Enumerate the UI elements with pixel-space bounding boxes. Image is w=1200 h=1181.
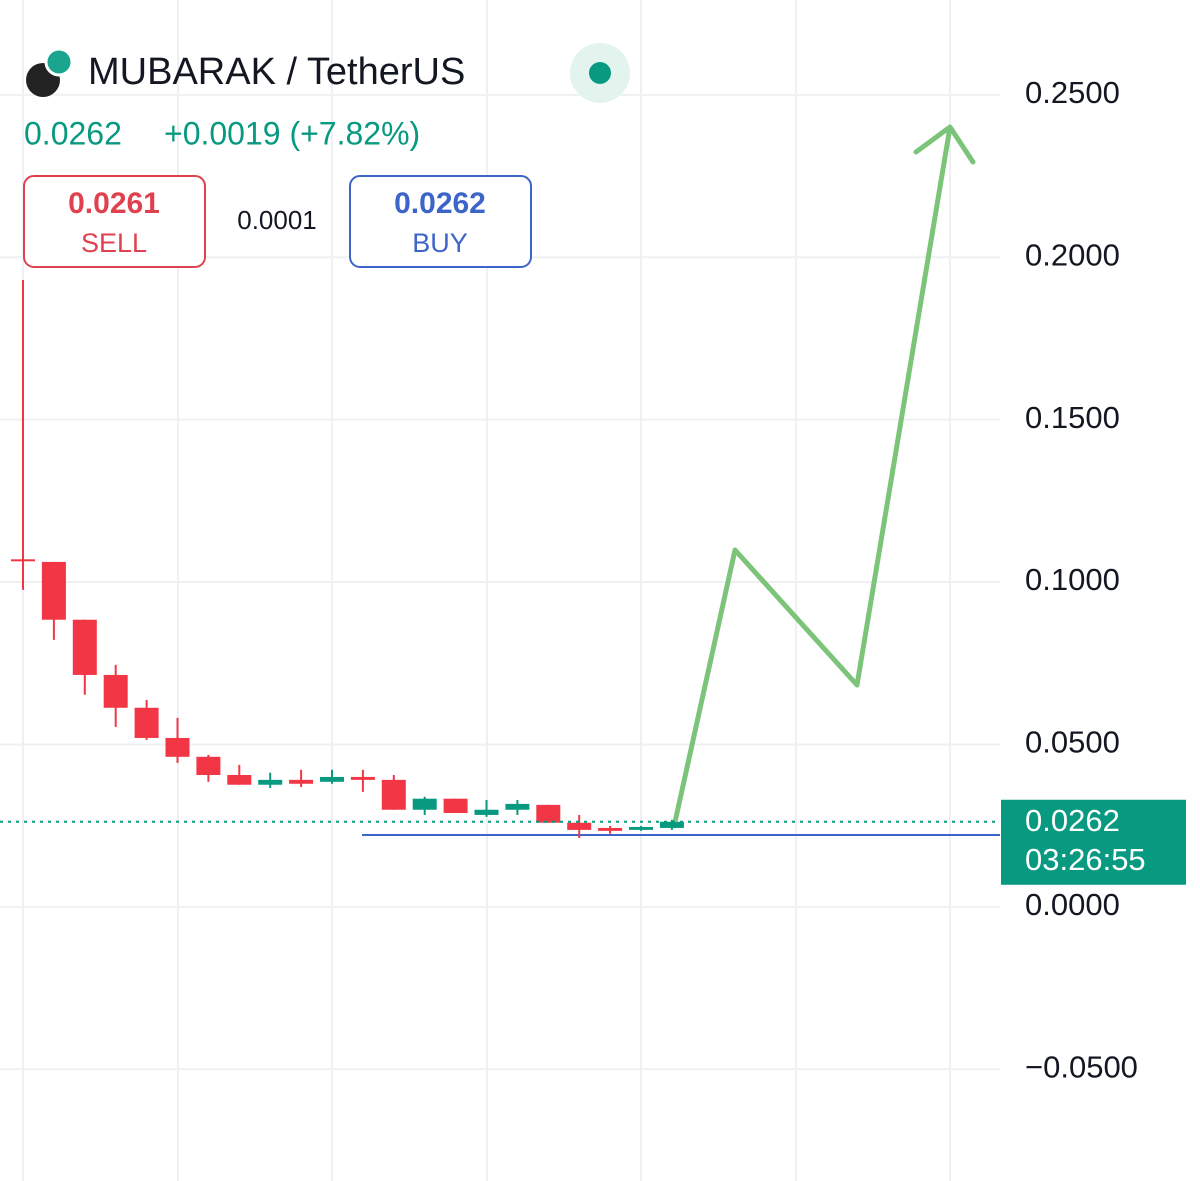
candle-body — [165, 737, 190, 757]
price-change: +0.0019 (+7.82%) — [164, 115, 420, 151]
candle-body — [289, 779, 314, 784]
last-price: 0.0262 — [24, 115, 122, 151]
sell-button[interactable] — [23, 175, 206, 268]
sell-price: 0.0261 — [68, 187, 160, 220]
candle-body — [443, 798, 468, 813]
price-badge — [1001, 799, 1186, 885]
sell-label: SELL — [81, 228, 147, 258]
candle-body — [598, 827, 623, 831]
buy-button[interactable] — [349, 175, 532, 268]
y-tick-label: 0.1500 — [1025, 400, 1120, 435]
arrow-head — [913, 124, 976, 165]
candle-body — [72, 619, 97, 675]
y-tick-label: 0.0500 — [1025, 725, 1120, 760]
y-tick-label: 0.2000 — [1025, 237, 1120, 272]
candle-body — [11, 559, 35, 562]
candle-body — [320, 776, 344, 782]
buy-price: 0.0262 — [394, 187, 486, 220]
candle-body — [381, 779, 406, 810]
candle-body — [41, 561, 66, 620]
candle-body — [474, 809, 499, 815]
drawn-arrow — [672, 126, 953, 823]
candle-body — [536, 804, 561, 823]
logo-badge — [44, 47, 74, 77]
candle-body — [258, 779, 283, 785]
candle-body — [629, 826, 653, 830]
y-tick-label: 0.0000 — [1025, 887, 1120, 922]
candle-body — [505, 803, 530, 810]
y-tick-label: 0.2500 — [1025, 75, 1120, 110]
y-tick-label: −0.0500 — [1025, 1049, 1138, 1084]
price-badge-value: 0.0262 — [1025, 803, 1120, 838]
buy-label: BUY — [412, 228, 468, 258]
candle-body — [659, 821, 684, 828]
candle-body — [103, 674, 128, 708]
candle-body — [134, 707, 159, 738]
symbol-title: MUBARAK / TetherUS — [88, 51, 465, 93]
spread: 0.0001 — [237, 205, 317, 235]
y-tick-label: 0.1000 — [1025, 562, 1120, 597]
candle-body — [227, 774, 252, 785]
candles — [11, 279, 684, 839]
candle-body — [196, 756, 221, 775]
price-badge-countdown: 03:26:55 — [1025, 842, 1146, 877]
candle-body — [567, 822, 592, 830]
candle-body — [350, 776, 375, 780]
candle-body — [412, 798, 437, 810]
status-dot — [589, 62, 611, 84]
